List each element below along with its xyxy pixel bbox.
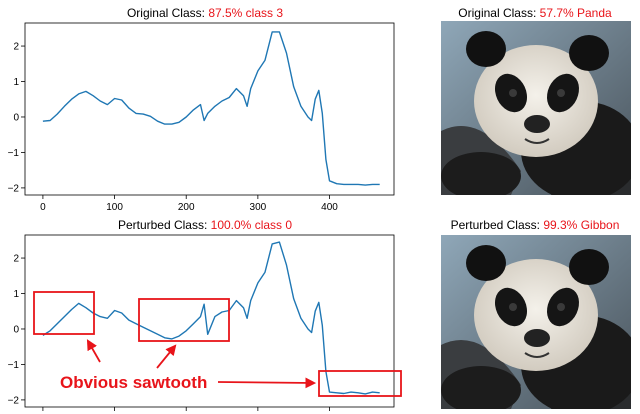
panel-ts-perturbed: Perturbed Class: 100.0% class 0 01002003… bbox=[8, 218, 395, 411]
sawtooth-box-left bbox=[33, 291, 95, 335]
y-tick-label: 2 bbox=[13, 254, 19, 265]
arrow-to-right-box bbox=[217, 377, 317, 389]
arrow-to-middle-box bbox=[156, 344, 177, 369]
ts-perturbed-title: Perturbed Class: 100.0% class 0 bbox=[118, 218, 292, 232]
img-original-title: Original Class: 57.7% Panda bbox=[458, 6, 612, 20]
y-tick-label: 2 bbox=[13, 42, 19, 53]
axes-frame bbox=[24, 22, 395, 196]
panel-img-perturbed: Perturbed Class: 99.3% Gibbon bbox=[441, 218, 631, 409]
axes-frame bbox=[24, 234, 395, 408]
sawtooth-annotation-label: Obvious sawtooth bbox=[60, 373, 207, 392]
sawtooth-box-middle bbox=[138, 298, 230, 342]
x-tick-label: 400 bbox=[321, 202, 338, 213]
y-tick-label: −2 bbox=[8, 395, 20, 406]
sawtooth-annotations: Obvious sawtooth bbox=[33, 291, 402, 397]
series-line bbox=[42, 31, 380, 186]
panel-ts-original: Original Class: 87.5% class 3 0 100 200 300… bbox=[8, 6, 395, 213]
y-tick-label: −1 bbox=[8, 148, 20, 159]
x-tick-label: 100 bbox=[106, 202, 123, 213]
x-tick-label: 200 bbox=[178, 202, 195, 213]
y-tick-label: 0 bbox=[13, 112, 19, 123]
x-tick-label: 0 bbox=[40, 202, 46, 213]
x-tick-label: 300 bbox=[250, 202, 267, 213]
sawtooth-box-right bbox=[318, 370, 402, 397]
img-perturbed-title: Perturbed Class: 99.3% Gibbon bbox=[451, 218, 620, 232]
ts-original-axes: 0 100 200 300 400 −2 −1 0 1 2 bbox=[8, 22, 395, 213]
y-tick-label: 1 bbox=[13, 77, 19, 88]
ts-original-title: Original Class: 87.5% class 3 bbox=[127, 6, 283, 20]
y-tick-label: −1 bbox=[8, 360, 20, 371]
panel-img-original: Original Class: 57.7% Panda bbox=[441, 6, 631, 195]
y-tick-label: 1 bbox=[13, 289, 19, 300]
panda-perturbed-image bbox=[441, 235, 631, 409]
y-tick-label: 0 bbox=[13, 324, 19, 335]
arrow-to-left-box bbox=[86, 339, 101, 363]
series-line bbox=[42, 241, 380, 395]
panda-original-image bbox=[441, 21, 631, 195]
y-tick-label: −2 bbox=[8, 183, 20, 194]
